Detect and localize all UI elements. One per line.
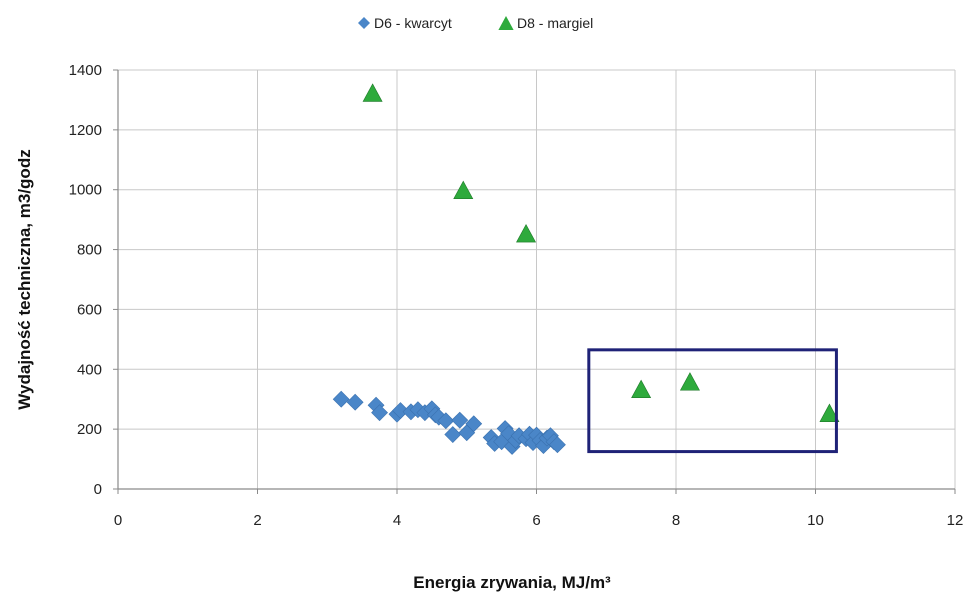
data-point-d6-kwarcyt (392, 402, 409, 420)
data-point-d6-kwarcyt (549, 436, 566, 454)
data-point-d6-kwarcyt (465, 415, 483, 433)
x-tick-label: 8 (672, 512, 680, 529)
data-points (332, 83, 840, 455)
x-tick-label: 10 (807, 512, 824, 529)
legend-label-d6-kwarcyt: D6 - kwarcyt (374, 15, 452, 31)
data-point-d8-margiel (631, 379, 652, 399)
legend-marker-triangle (498, 16, 514, 30)
x-axis-ticks: 0 2 4 6 8 10 12 (114, 489, 964, 529)
x-tick-label: 0 (114, 512, 122, 529)
legend-item-d6-kwarcyt: D6 - kwarcyt (358, 15, 452, 31)
data-point-d8-margiel (362, 83, 383, 102)
y-tick-label: 200 (77, 421, 102, 438)
legend-marker-diamond (358, 17, 370, 29)
y-tick-label: 0 (94, 481, 102, 498)
grid-lines (118, 69, 956, 489)
y-tick-label: 1200 (69, 122, 102, 139)
y-tick-label: 600 (77, 301, 102, 318)
x-tick-label: 12 (947, 512, 964, 529)
annotations (587, 348, 838, 454)
y-axis-ticks: 0 200 400 600 800 1000 1200 1400 (69, 62, 118, 498)
legend: D6 - kwarcyt D8 - margiel (358, 15, 593, 31)
y-tick-label: 400 (77, 361, 102, 378)
data-point-d6-kwarcyt (332, 390, 350, 408)
highlight-rectangle (587, 348, 838, 454)
data-point-d8-margiel (819, 403, 840, 422)
data-point-d8-margiel (679, 372, 700, 391)
legend-item-d8-margiel: D8 - margiel (498, 15, 593, 31)
x-tick-label: 2 (253, 512, 261, 529)
legend-label-d8-margiel: D8 - margiel (517, 15, 593, 31)
data-point-d6-kwarcyt (444, 426, 462, 443)
data-point-d8-margiel (516, 223, 537, 243)
y-tick-label: 1400 (69, 62, 102, 79)
y-tick-label: 1000 (69, 182, 102, 199)
data-point-d6-kwarcyt (437, 412, 455, 430)
data-point-d6-kwarcyt (451, 411, 469, 429)
data-point-d6-kwarcyt (371, 404, 388, 422)
x-axis-title: Energia zrywania, MJ/m³ (413, 573, 611, 592)
data-point-d6-kwarcyt (346, 393, 364, 411)
y-tick-label: 800 (77, 242, 102, 259)
x-tick-label: 4 (393, 512, 401, 529)
y-axis-title: Wydajność techniczna, m3/godz (15, 149, 34, 409)
data-point-d8-margiel (453, 180, 474, 200)
x-tick-label: 6 (532, 512, 540, 529)
